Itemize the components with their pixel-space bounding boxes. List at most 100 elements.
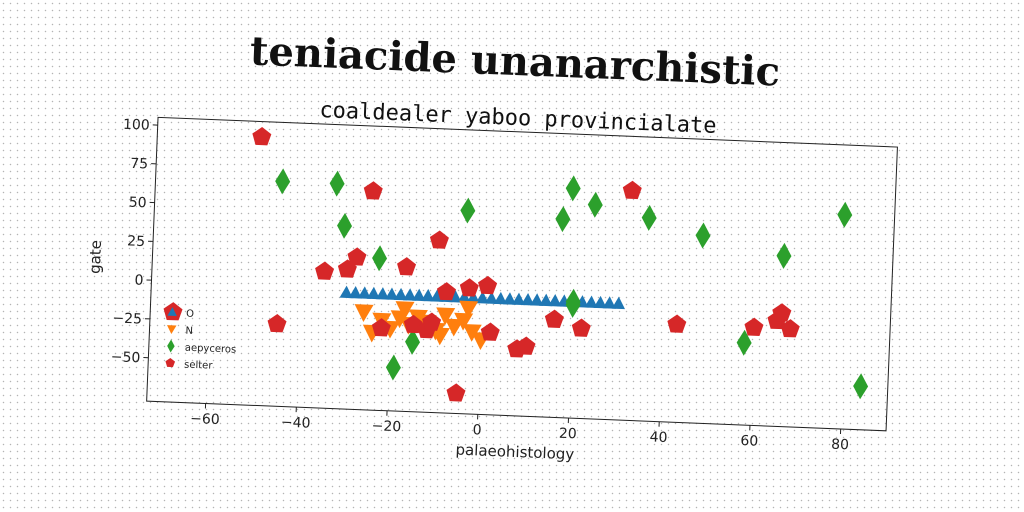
point-N (444, 318, 464, 337)
point-O (520, 292, 535, 306)
point-aepyceros (837, 201, 853, 228)
point-aepyceros (641, 204, 657, 231)
point-selter (459, 278, 479, 297)
point-N (430, 327, 450, 346)
y-tick-label: −25 (112, 310, 142, 327)
point-aepyceros (275, 168, 291, 195)
x-tick-label: 80 (831, 437, 849, 454)
x-tick-label: −20 (371, 418, 401, 435)
point-O (384, 287, 399, 301)
point-N (408, 309, 428, 328)
point-O (339, 285, 353, 299)
point-O (593, 295, 607, 309)
point-N (459, 300, 479, 319)
point-selter (622, 180, 642, 200)
point-selter (371, 318, 391, 337)
point-selter (446, 383, 466, 402)
point-selter (422, 312, 442, 331)
y-tick-label: 25 (127, 233, 145, 250)
point-selter (347, 247, 367, 266)
point-O (502, 292, 517, 305)
point-aepyceros (385, 354, 401, 381)
point-selter (667, 314, 687, 333)
point-aepyceros (853, 373, 869, 400)
point-O (511, 292, 526, 306)
point-O (493, 291, 508, 305)
y-tick-label: 50 (128, 195, 146, 212)
y-tick-label: −50 (111, 349, 141, 366)
legend-label-selter: selter (184, 360, 214, 372)
x-tick-label: 40 (649, 429, 667, 446)
point-selter (780, 319, 800, 338)
point-O (475, 291, 489, 304)
legend-label-aepyceros: aepyceros (185, 343, 237, 356)
point-selter (544, 309, 564, 328)
point-selter (516, 336, 536, 355)
x-tick-label: 20 (559, 426, 577, 443)
point-O (602, 296, 616, 309)
point-aepyceros (405, 328, 421, 355)
x-axis-label: palaeohistology (455, 441, 575, 464)
point-aepyceros (565, 175, 581, 202)
y-axis-label: gate (86, 240, 105, 275)
plot-area (146, 116, 898, 432)
legend-label-N: N (185, 326, 193, 337)
point-selter (429, 230, 449, 249)
point-O (393, 287, 408, 301)
point-aepyceros (337, 212, 353, 239)
point-aepyceros (587, 191, 603, 218)
point-O (584, 295, 598, 309)
x-tick-label: −40 (281, 415, 311, 432)
point-aepyceros (555, 206, 571, 233)
x-tick-label: −60 (190, 411, 220, 428)
y-tick-label: 100 (123, 117, 150, 134)
point-N (395, 301, 415, 319)
point-N (436, 307, 456, 326)
point-selter (363, 181, 383, 200)
legend-label-O: O (186, 309, 194, 320)
point-aepyceros (695, 222, 711, 249)
point-aepyceros (565, 291, 581, 318)
point-O (421, 288, 435, 302)
point-aepyceros (329, 170, 345, 197)
chart-subtitle: coaldealer yaboo provincialate (319, 98, 717, 139)
point-selter (397, 257, 417, 276)
point-aepyceros (736, 329, 752, 356)
legend-marker-selter (165, 358, 176, 368)
point-selter (267, 313, 287, 333)
x-tick-label: 60 (740, 433, 758, 450)
x-tick-label: 0 (472, 422, 482, 438)
point-O (348, 286, 362, 299)
point-selter (571, 318, 591, 337)
point-O (357, 286, 371, 299)
point-O (412, 288, 426, 302)
point-O (375, 287, 390, 300)
legend-marker-O (167, 307, 177, 316)
point-aepyceros (372, 245, 388, 272)
point-N (354, 304, 374, 322)
point-selter (478, 275, 498, 295)
legend-marker-N (167, 325, 177, 335)
point-aepyceros (776, 242, 792, 269)
point-O (366, 286, 381, 300)
point-selter (436, 282, 456, 301)
point-selter (744, 317, 764, 336)
point-selter (252, 127, 272, 146)
y-tick-label: 75 (130, 156, 148, 173)
chart-title: teniacide unanarchistic (249, 27, 781, 95)
point-aepyceros (460, 197, 476, 224)
point-O (484, 291, 498, 305)
point-O (611, 296, 626, 310)
point-O (466, 290, 480, 304)
point-selter (315, 261, 335, 280)
point-selter (772, 303, 792, 322)
point-O (402, 288, 417, 301)
point-selter (480, 322, 500, 341)
y-tick-label: 0 (134, 272, 144, 288)
point-O (457, 290, 471, 303)
legend-marker-aepyceros (167, 339, 175, 353)
point-O (548, 294, 562, 307)
point-O (539, 293, 553, 307)
